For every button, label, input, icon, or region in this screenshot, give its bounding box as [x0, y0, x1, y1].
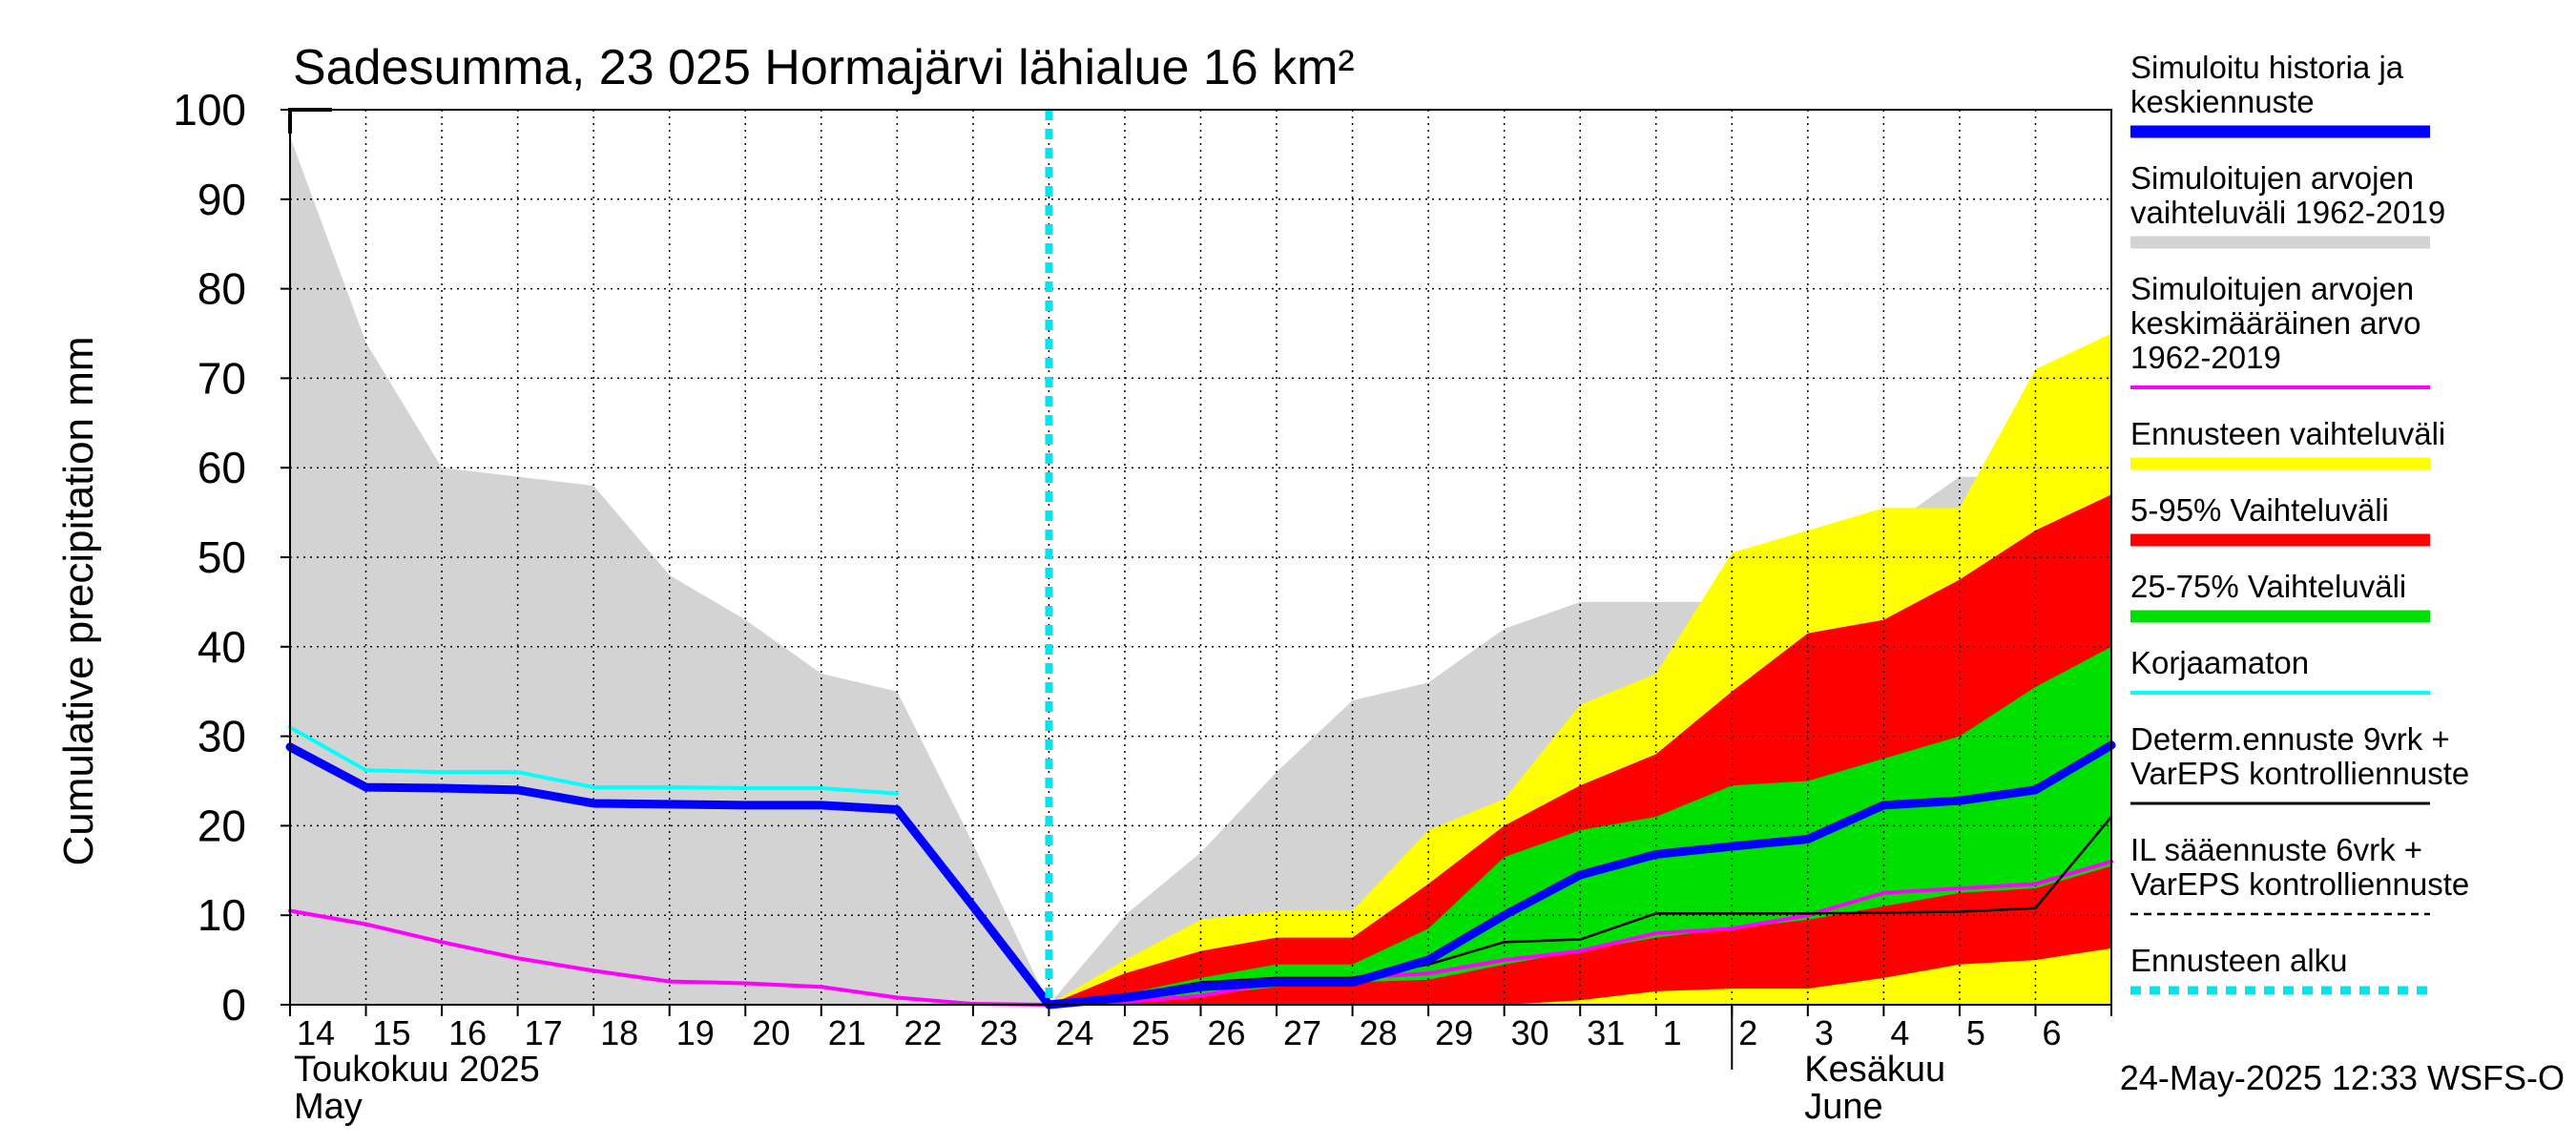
axis-corner	[288, 108, 332, 134]
x-tick-label: 24	[1055, 1013, 1093, 1052]
x-tick-label: 21	[828, 1013, 866, 1052]
legend-label: Ennusteen vaihteluväli	[2130, 416, 2445, 451]
x-tick-label: 20	[752, 1013, 790, 1052]
x-tick-label: 17	[525, 1013, 563, 1052]
y-tick-label: 40	[197, 622, 246, 672]
legend-label: Determ.ennuste 9vrk +	[2130, 721, 2450, 757]
legend-label: Simuloitujen arvojen	[2130, 271, 2414, 306]
x-tick-label: 18	[600, 1013, 638, 1052]
legend-label: vaihteluväli 1962-2019	[2130, 195, 2445, 230]
x-tick-label: 25	[1132, 1013, 1170, 1052]
legend-label: Simuloitu historia ja	[2130, 50, 2404, 85]
x-tick-label: 2	[1738, 1013, 1757, 1052]
y-tick-label: 80	[197, 264, 246, 314]
y-tick-label: 20	[197, 801, 246, 850]
legend-label: IL sääennuste 6vrk +	[2130, 832, 2422, 867]
legend-label: Korjaamaton	[2130, 645, 2309, 680]
series-line-simuloitujen-arvojen-keskim-r-inen-arvo-1962-2019	[288, 859, 2113, 1007]
legend-label: 1962-2019	[2130, 340, 2281, 375]
y-tick-label: 50	[197, 532, 246, 582]
x-tick-label: 22	[904, 1013, 942, 1052]
legend-label: keskimääräinen arvo	[2130, 305, 2420, 341]
y-tick-label: 30	[197, 712, 246, 761]
series-line-determ-ennuste-9vrk-vareps-kontrolliennuste	[1048, 815, 2113, 1007]
x-tick-label: 27	[1283, 1013, 1321, 1052]
x-tick-label: 28	[1360, 1013, 1398, 1052]
legend-label: VarEPS kontrolliennuste	[2130, 866, 2469, 902]
chart-title: Sadesumma, 23 025 Hormajärvi lähialue 16…	[293, 40, 1355, 95]
month-label: Kesäkuu	[1804, 1050, 1945, 1090]
series-line-simuloitu-historia-ja-keskiennuste	[285, 740, 2116, 1010]
x-tick-label: 6	[2042, 1013, 2061, 1052]
legend-label: 5-95% Vaihteluväli	[2130, 492, 2389, 528]
x-tick-label: 3	[1815, 1013, 1834, 1052]
series-line-korjaamaton	[288, 725, 900, 796]
x-tick-label: 15	[373, 1013, 411, 1052]
y-tick-label: 100	[173, 85, 246, 135]
x-tick-label: 31	[1587, 1013, 1625, 1052]
x-tick-label: 16	[448, 1013, 487, 1052]
footer-timestamp: 24-May-2025 12:33 WSFS-O	[2120, 1058, 2565, 1097]
legend-label: 25-75% Vaihteluväli	[2130, 569, 2406, 604]
x-tick-label: 19	[676, 1013, 715, 1052]
x-tick-label: 1	[1663, 1013, 1682, 1052]
y-axis-label: Cumulative precipitation mm	[55, 336, 102, 865]
y-tick-label: 0	[221, 980, 246, 1030]
x-tick-label: 5	[1966, 1013, 1985, 1052]
month-label-en: June	[1804, 1087, 1882, 1127]
x-tick-label: 14	[297, 1013, 335, 1052]
y-tick-label: 90	[197, 175, 246, 224]
legend-label: Simuloitujen arvojen	[2130, 160, 2414, 196]
x-tick-label: 29	[1435, 1013, 1473, 1052]
legend-label: keskiennuste	[2130, 84, 2315, 119]
legend-label: Ennusteen alku	[2130, 943, 2348, 978]
month-label-en: May	[294, 1087, 363, 1127]
legend-label: VarEPS kontrolliennuste	[2130, 756, 2469, 791]
plot-lines	[285, 110, 2116, 1010]
x-tick-label: 23	[980, 1013, 1018, 1052]
month-label: Toukokuu 2025	[294, 1050, 540, 1090]
x-tick-label: 26	[1208, 1013, 1246, 1052]
y-tick-label: 10	[197, 890, 246, 940]
x-tick-label: 4	[1890, 1013, 1909, 1052]
x-tick-label: 30	[1511, 1013, 1549, 1052]
y-tick-label: 60	[197, 443, 246, 492]
y-tick-label: 70	[197, 353, 246, 403]
